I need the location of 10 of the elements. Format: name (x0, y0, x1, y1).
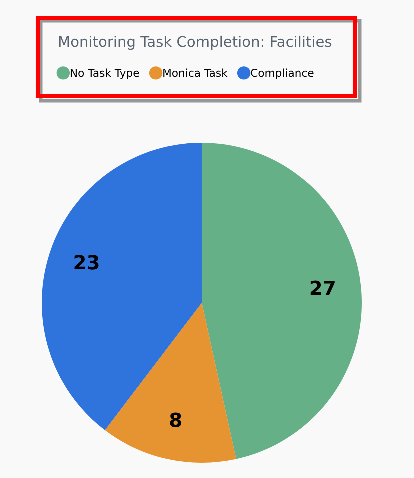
legend-label: Monica Task (164, 68, 228, 78)
legend-label: No Task Type (70, 68, 140, 80)
data-label: 27 (310, 280, 335, 296)
data-label: 23 (74, 255, 99, 270)
pie-slice (105, 303, 236, 463)
pie-slice (42, 143, 202, 430)
chart-title: Monitoring Task Completion: Facilities (59, 36, 332, 50)
pie-slice (202, 143, 362, 460)
data-label: 8 (170, 412, 182, 428)
legend-label: Compliance (251, 68, 314, 80)
